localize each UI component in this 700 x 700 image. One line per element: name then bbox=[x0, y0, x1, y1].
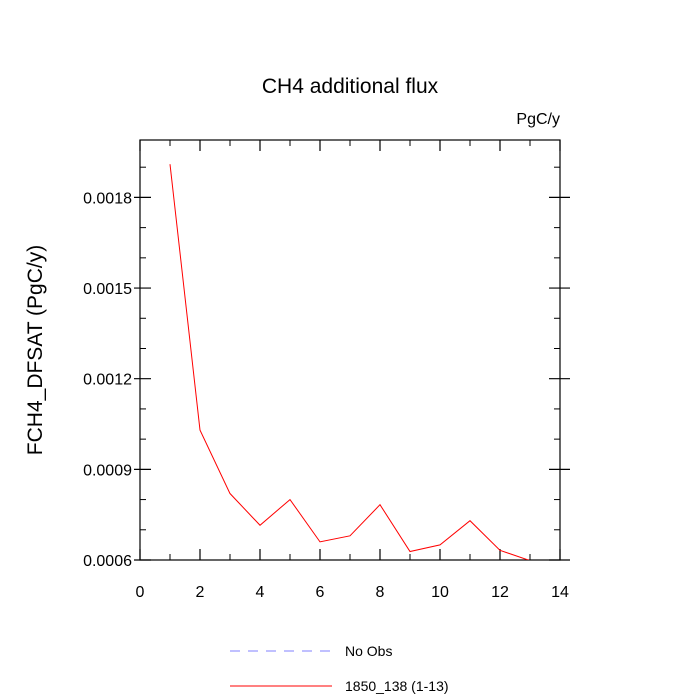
x-tick-label: 4 bbox=[256, 584, 265, 601]
legend-label-1850-138: 1850_138 (1-13) bbox=[345, 678, 449, 694]
y-tick-label: 0.0006 bbox=[83, 553, 132, 570]
x-axis-tick-labels: 0 2 4 6 8 10 12 14 bbox=[136, 584, 569, 601]
x-tick-label: 6 bbox=[316, 584, 325, 601]
y-tick-label: 0.0018 bbox=[83, 190, 132, 207]
x-tick-label: 2 bbox=[196, 584, 205, 601]
x-axis-ticks bbox=[139, 140, 561, 560]
chart-title: CH4 additional flux bbox=[262, 75, 439, 98]
x-tick-label: 10 bbox=[431, 584, 449, 601]
units-label: PgC/y bbox=[516, 111, 560, 128]
y-axis-ticks bbox=[134, 166, 570, 561]
plot-frame bbox=[139, 139, 561, 561]
legend: No Obs 1850_138 (1-13) bbox=[230, 643, 449, 694]
y-tick-label: 0.0012 bbox=[83, 372, 132, 389]
x-tick-label: 12 bbox=[491, 584, 509, 601]
legend-label-no-obs: No Obs bbox=[345, 643, 392, 659]
x-tick-label: 14 bbox=[551, 584, 569, 601]
x-tick-label: 8 bbox=[376, 584, 385, 601]
y-axis-label: FCH4_DFSAT (PgC/y) bbox=[24, 245, 47, 455]
y-axis-tick-labels: 0.0006 0.0009 0.0012 0.0015 0.0018 bbox=[83, 190, 132, 570]
plot-area bbox=[169, 164, 530, 560]
y-tick-label: 0.0015 bbox=[83, 281, 132, 298]
y-tick-label: 0.0009 bbox=[83, 462, 132, 479]
x-tick-label: 0 bbox=[136, 584, 145, 601]
series-line-1 bbox=[169, 164, 530, 560]
